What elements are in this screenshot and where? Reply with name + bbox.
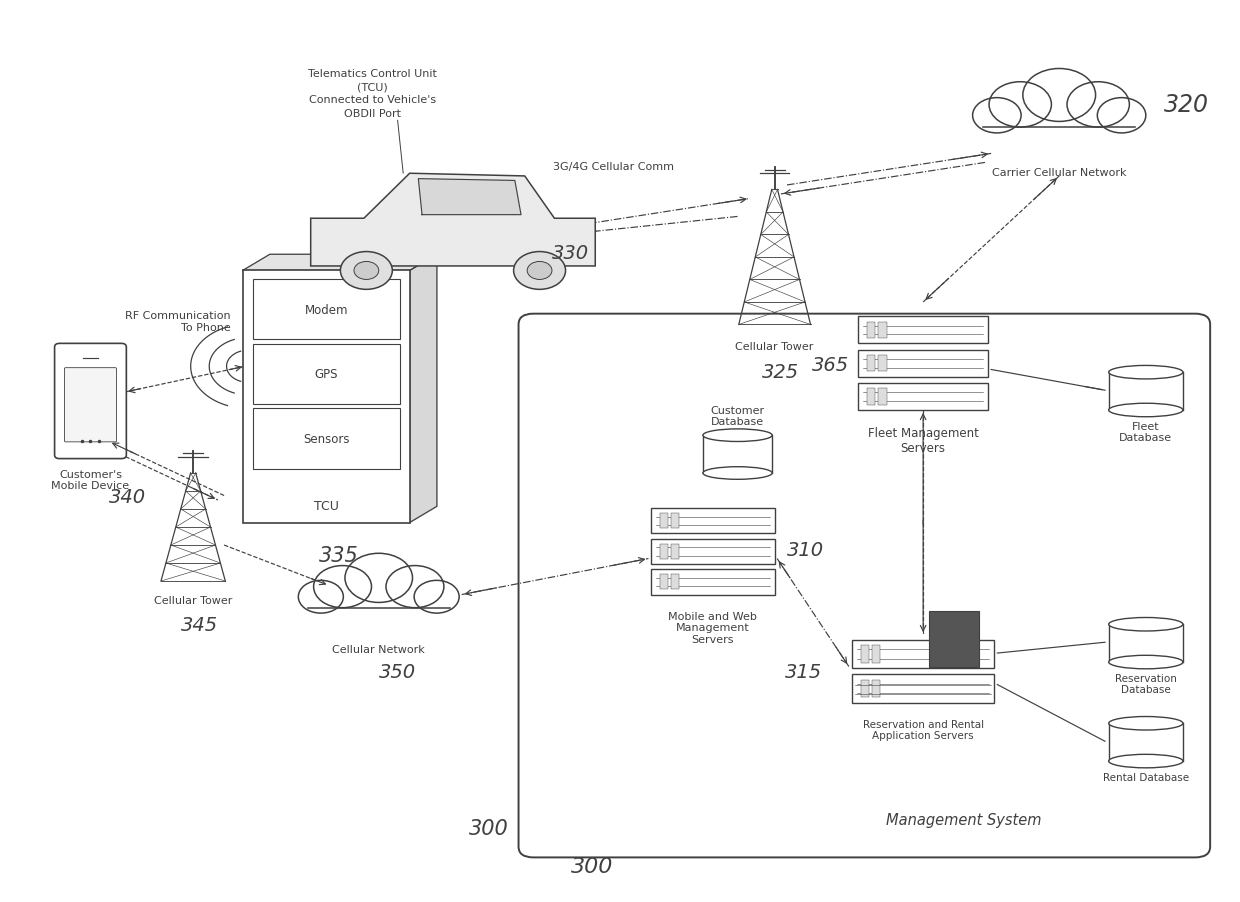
Circle shape (1066, 83, 1130, 128)
Text: Reservation
Database: Reservation Database (1115, 673, 1177, 695)
Text: 300: 300 (469, 818, 508, 838)
Circle shape (314, 566, 372, 608)
FancyBboxPatch shape (671, 544, 680, 559)
Text: 315: 315 (785, 662, 822, 681)
FancyBboxPatch shape (872, 680, 880, 697)
FancyBboxPatch shape (867, 322, 875, 338)
Text: Modem: Modem (304, 304, 348, 317)
FancyBboxPatch shape (929, 611, 978, 667)
FancyBboxPatch shape (878, 389, 887, 405)
Text: Customer's
Mobile Device: Customer's Mobile Device (51, 469, 129, 491)
Text: 325: 325 (763, 363, 800, 382)
Text: RF Communication
To Phone: RF Communication To Phone (125, 310, 231, 332)
FancyBboxPatch shape (671, 513, 680, 529)
Ellipse shape (1109, 754, 1183, 768)
Text: Management System: Management System (885, 812, 1042, 827)
Ellipse shape (1109, 366, 1183, 380)
FancyBboxPatch shape (878, 355, 887, 372)
Text: Sensors: Sensors (303, 433, 350, 446)
Circle shape (972, 98, 1021, 133)
Circle shape (1023, 69, 1096, 123)
FancyBboxPatch shape (858, 350, 988, 377)
Polygon shape (308, 592, 450, 608)
FancyBboxPatch shape (660, 575, 668, 590)
Circle shape (345, 554, 413, 603)
FancyBboxPatch shape (660, 513, 668, 529)
Ellipse shape (1109, 404, 1183, 418)
Polygon shape (1109, 624, 1183, 662)
FancyBboxPatch shape (852, 640, 994, 668)
FancyBboxPatch shape (858, 383, 988, 410)
FancyBboxPatch shape (651, 539, 775, 565)
Polygon shape (311, 174, 595, 267)
Ellipse shape (703, 429, 773, 442)
FancyBboxPatch shape (872, 646, 880, 663)
Text: TCU: TCU (314, 499, 339, 512)
FancyBboxPatch shape (858, 317, 988, 344)
Circle shape (1097, 98, 1146, 133)
Ellipse shape (1109, 656, 1183, 669)
Circle shape (414, 581, 459, 613)
Circle shape (353, 262, 378, 281)
FancyBboxPatch shape (660, 544, 668, 559)
Circle shape (341, 253, 392, 290)
Text: 350: 350 (378, 662, 415, 681)
FancyBboxPatch shape (867, 355, 875, 372)
Text: 300: 300 (570, 856, 613, 876)
FancyBboxPatch shape (651, 509, 775, 534)
Text: 335: 335 (319, 546, 358, 566)
Text: Reservation and Rental
Application Servers: Reservation and Rental Application Serve… (863, 719, 983, 741)
Text: Cellular Tower: Cellular Tower (735, 341, 813, 351)
Text: 330: 330 (552, 244, 589, 263)
Polygon shape (418, 179, 521, 216)
Polygon shape (409, 255, 436, 523)
Text: GPS: GPS (315, 368, 339, 381)
Ellipse shape (1109, 717, 1183, 731)
FancyBboxPatch shape (861, 680, 869, 697)
Text: Carrier Cellular Network: Carrier Cellular Network (992, 168, 1126, 178)
Text: Customer
Database: Customer Database (711, 405, 765, 427)
Text: 345: 345 (181, 615, 218, 634)
Ellipse shape (1109, 618, 1183, 631)
Polygon shape (703, 436, 773, 474)
Text: 340: 340 (109, 487, 146, 506)
Circle shape (513, 253, 565, 290)
Circle shape (386, 566, 444, 608)
Text: Rental Database: Rental Database (1102, 772, 1189, 782)
Text: Mobile and Web
Management
Servers: Mobile and Web Management Servers (668, 611, 758, 644)
FancyBboxPatch shape (518, 314, 1210, 858)
FancyBboxPatch shape (55, 344, 126, 459)
Text: Fleet Management
Servers: Fleet Management Servers (868, 427, 978, 455)
FancyBboxPatch shape (64, 368, 117, 442)
Polygon shape (983, 110, 1136, 128)
Circle shape (527, 262, 552, 281)
Text: 310: 310 (787, 540, 825, 559)
FancyBboxPatch shape (861, 646, 869, 663)
Text: Cellular Tower: Cellular Tower (154, 595, 232, 605)
FancyBboxPatch shape (671, 575, 680, 590)
FancyBboxPatch shape (651, 570, 775, 595)
FancyBboxPatch shape (253, 409, 399, 469)
Text: 365: 365 (812, 356, 849, 375)
Text: 320: 320 (1164, 93, 1209, 116)
FancyBboxPatch shape (253, 345, 399, 404)
Text: Fleet
Database: Fleet Database (1120, 421, 1172, 443)
FancyBboxPatch shape (243, 272, 409, 523)
FancyBboxPatch shape (852, 674, 994, 703)
FancyBboxPatch shape (253, 281, 399, 340)
Text: Cellular Network: Cellular Network (332, 644, 425, 654)
Text: Telematics Control Unit
(TCU)
Connected to Vehicle's
OBDII Port: Telematics Control Unit (TCU) Connected … (308, 69, 436, 118)
FancyBboxPatch shape (867, 389, 875, 405)
Polygon shape (1109, 723, 1183, 761)
Polygon shape (243, 255, 436, 272)
Ellipse shape (703, 467, 773, 480)
Circle shape (990, 83, 1052, 128)
Circle shape (299, 581, 343, 613)
FancyBboxPatch shape (878, 322, 887, 338)
Text: 3G/4G Cellular Comm: 3G/4G Cellular Comm (553, 162, 675, 172)
Polygon shape (1109, 373, 1183, 410)
